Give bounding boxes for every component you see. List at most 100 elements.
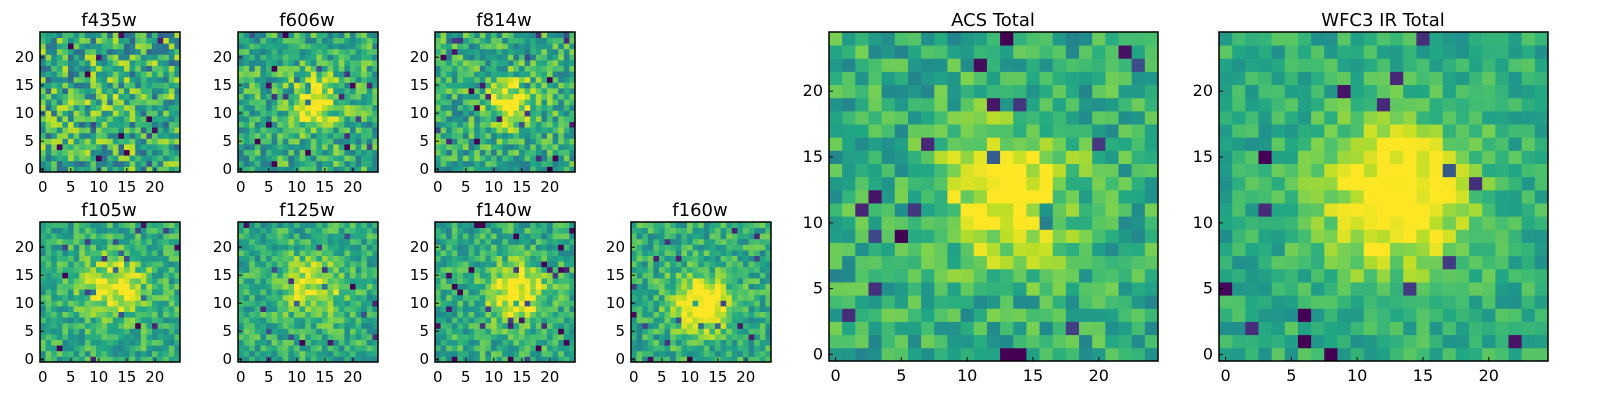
heatmap-cell xyxy=(1039,176,1054,191)
heatmap-cell xyxy=(260,339,267,346)
heatmap-cell xyxy=(653,255,660,262)
heatmap-cell xyxy=(277,37,284,44)
heatmap-cell xyxy=(507,272,514,279)
heatmap-cell xyxy=(670,294,677,301)
heatmap-cell xyxy=(496,144,503,150)
heatmap-cell xyxy=(288,227,295,234)
heatmap-cell xyxy=(547,238,553,245)
panel-title: f160w xyxy=(672,200,727,221)
heatmap-cell xyxy=(479,238,486,245)
heatmap-cell xyxy=(288,283,295,290)
heatmap-cell xyxy=(541,244,548,251)
heatmap-cell xyxy=(168,138,175,145)
heatmap-cell xyxy=(1026,137,1040,151)
heatmap-cell xyxy=(524,76,531,83)
heatmap-cell xyxy=(322,233,328,240)
heatmap-cell xyxy=(51,37,58,44)
heatmap-cell xyxy=(277,65,284,72)
heatmap-cell xyxy=(90,132,97,139)
heatmap-cell xyxy=(748,306,755,312)
heatmap-cell xyxy=(709,266,716,273)
heatmap-cell xyxy=(361,93,368,100)
heatmap-cell xyxy=(249,289,256,296)
heatmap-cell xyxy=(310,82,317,89)
heatmap-cell xyxy=(715,222,721,228)
heatmap-cell xyxy=(558,233,565,240)
heatmap-cell xyxy=(107,322,114,329)
heatmap-cell xyxy=(519,116,525,122)
heatmap-cell xyxy=(112,266,119,273)
heatmap-cell xyxy=(1079,229,1093,243)
heatmap-cell xyxy=(310,160,317,167)
heatmap-cell xyxy=(56,222,63,228)
heatmap-cell xyxy=(726,306,733,312)
heatmap-cell xyxy=(112,244,119,251)
heatmap-cell xyxy=(457,60,464,66)
y-tick-label: 10 xyxy=(213,294,232,312)
heatmap-cell xyxy=(1039,334,1054,349)
heatmap-cell xyxy=(664,244,671,251)
heatmap-cell xyxy=(703,244,710,251)
heatmap-cell xyxy=(288,345,295,352)
heatmap-cell xyxy=(338,289,345,296)
heatmap-cell xyxy=(62,116,69,122)
heatmap-cell xyxy=(754,261,761,268)
heatmap-cell xyxy=(491,54,497,61)
heatmap-cell xyxy=(372,138,379,145)
heatmap-cell xyxy=(299,227,306,234)
heatmap-cell xyxy=(316,71,323,78)
heatmap-cell xyxy=(535,144,542,150)
heatmap-cell xyxy=(653,306,660,312)
heatmap-cell xyxy=(1065,176,1080,191)
heatmap-cell xyxy=(474,71,481,78)
heatmap-cell xyxy=(316,283,323,290)
heatmap-cell xyxy=(168,250,175,256)
heatmap-cell xyxy=(842,242,856,257)
heatmap-cell xyxy=(135,32,142,38)
heatmap-cell xyxy=(243,88,250,94)
heatmap-cell xyxy=(569,32,576,38)
heatmap-cell xyxy=(299,306,306,312)
heatmap-cell xyxy=(366,99,373,106)
heatmap-cell xyxy=(243,294,250,301)
heatmap-cell xyxy=(84,76,91,83)
heatmap-cell xyxy=(96,289,102,296)
heatmap-cell xyxy=(338,317,345,324)
heatmap-cell xyxy=(372,244,379,251)
heatmap-cell xyxy=(168,65,175,72)
heatmap-cell xyxy=(322,76,328,83)
heatmap-cell xyxy=(350,289,356,296)
heatmap-cell xyxy=(372,233,379,240)
heatmap-cell xyxy=(720,266,727,273)
heatmap-cell xyxy=(960,347,975,362)
heatmap-cell xyxy=(547,121,553,128)
heatmap-cell xyxy=(344,99,351,106)
heatmap-cell xyxy=(709,289,716,296)
heatmap-cell xyxy=(152,244,158,251)
heatmap-cell xyxy=(294,261,300,268)
heatmap-cell xyxy=(468,345,475,352)
heatmap-cell xyxy=(829,163,843,178)
heatmap-cell xyxy=(327,65,334,72)
heatmap-cell xyxy=(157,289,164,296)
heatmap-cell xyxy=(243,244,250,251)
heatmap-cell xyxy=(1131,163,1146,178)
heatmap-cell xyxy=(1144,308,1159,322)
heatmap-cell xyxy=(636,350,643,357)
heatmap-cell xyxy=(96,127,102,134)
heatmap-cell xyxy=(96,99,102,106)
heatmap-cell xyxy=(277,261,284,268)
heatmap-cell xyxy=(530,233,537,240)
heatmap-cell xyxy=(659,334,665,340)
heatmap-cell xyxy=(163,116,170,122)
heatmap-cell xyxy=(68,227,74,234)
heatmap-cell xyxy=(350,32,356,38)
heatmap-cell xyxy=(118,93,125,100)
heatmap-cell xyxy=(463,37,469,44)
heatmap-cell xyxy=(479,283,486,290)
heatmap-cell xyxy=(146,99,153,106)
heatmap-cell xyxy=(743,311,749,318)
heatmap-cell xyxy=(479,222,486,228)
heatmap-cell xyxy=(277,99,284,106)
heatmap-cell xyxy=(90,71,97,78)
